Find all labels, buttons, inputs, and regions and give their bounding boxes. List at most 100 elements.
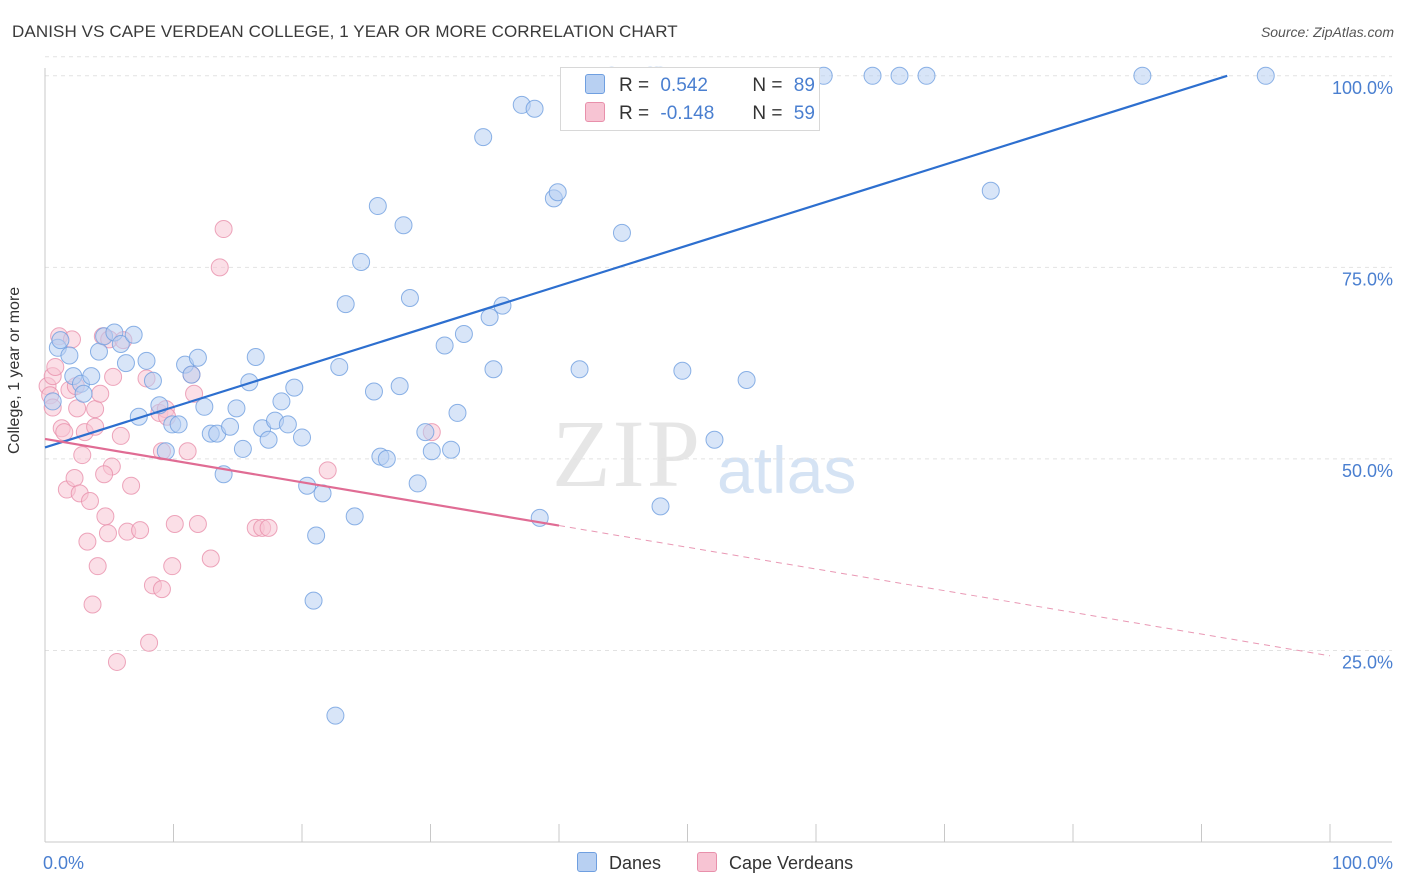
cape-point <box>165 515 184 534</box>
y-tick-label: 50.0% <box>1342 461 1393 481</box>
cape-point <box>140 633 159 652</box>
danes-swatch <box>585 74 605 94</box>
danes-point <box>368 197 387 216</box>
danes-point <box>390 377 409 396</box>
cape-point <box>122 476 141 495</box>
cape-point <box>88 557 107 576</box>
danes-n-label: N = <box>752 75 783 96</box>
danes-n-value: 89 <box>793 75 815 96</box>
cape-legend-swatch <box>697 852 717 872</box>
y-tick-label: 75.0% <box>1342 269 1393 289</box>
cape-point <box>55 423 74 442</box>
bottom-legend-danes: Danes <box>577 852 661 874</box>
cape-n-value: 59 <box>793 103 815 124</box>
danes-point <box>863 66 882 85</box>
danes-point <box>293 428 311 447</box>
danes-point <box>651 497 670 516</box>
cape-point <box>318 461 337 480</box>
x-tick-label: 100.0% <box>1332 853 1393 873</box>
danes-point <box>364 382 383 401</box>
chart-title: DANISH VS CAPE VERDEAN COLLEGE, 1 YEAR O… <box>12 22 678 41</box>
danes-point <box>336 295 355 314</box>
watermark-atlas: atlas <box>717 433 857 507</box>
cape-point <box>111 426 130 445</box>
danes-legend-swatch <box>577 852 597 872</box>
cape-point <box>104 367 123 386</box>
cape-point <box>73 446 92 465</box>
danes-point <box>60 346 79 365</box>
cape-point <box>259 518 278 537</box>
stats-legend: R = 0.542 N = 89 R = -0.148 N = 59 <box>560 67 820 131</box>
y-axis-label: College, 1 year or more <box>6 286 23 454</box>
cape-r-label: R = <box>619 103 650 124</box>
danes-point <box>89 342 108 361</box>
cape-point <box>95 465 114 484</box>
danes-point <box>129 407 148 426</box>
danes-point <box>51 331 70 350</box>
danes-point <box>182 365 201 384</box>
danes-point <box>377 449 396 468</box>
danes-point <box>416 423 435 442</box>
cape-point <box>201 549 220 568</box>
danes-point <box>448 403 467 422</box>
danes-point <box>1256 66 1275 85</box>
danes-point <box>233 439 252 458</box>
danes-point <box>330 357 349 376</box>
cape-r-value: -0.148 <box>660 103 715 124</box>
cape-point <box>78 532 97 551</box>
danes-point <box>525 99 544 118</box>
danes-point <box>454 325 473 344</box>
danes-trendline <box>44 74 1228 449</box>
danes-point <box>737 370 756 389</box>
danes-point <box>285 378 304 397</box>
cape-trendline <box>44 437 560 527</box>
legend-row-cape: R = -0.148 N = 59 <box>585 102 815 128</box>
danes-point <box>1133 66 1152 85</box>
cape-point <box>210 258 229 277</box>
cape-n-label: N = <box>752 103 783 124</box>
danes-point <box>890 66 909 85</box>
danes-point <box>298 476 317 495</box>
cape-point <box>188 515 207 534</box>
danes-point <box>143 371 162 390</box>
cape-point <box>214 220 233 239</box>
danes-point <box>345 507 364 526</box>
danes-point <box>570 360 589 379</box>
source-label: Source: ZipAtlas.com <box>1260 24 1394 40</box>
cape-point <box>65 469 84 488</box>
danes-point <box>278 415 297 434</box>
danes-point <box>169 415 188 434</box>
danes-point <box>74 384 93 403</box>
danes-point <box>227 399 246 418</box>
danes-point <box>422 442 441 461</box>
danes-r-value: 0.542 <box>660 75 708 96</box>
danes-point <box>352 252 371 271</box>
danes-point <box>307 526 326 545</box>
danes-point <box>484 360 503 379</box>
cape-point <box>83 595 102 614</box>
danes-legend-label: Danes <box>609 853 662 873</box>
danes-point <box>221 417 240 436</box>
cape-point <box>185 384 204 403</box>
cape-point <box>152 580 171 599</box>
danes-point <box>400 288 419 307</box>
danes-point <box>111 334 130 353</box>
danes-point <box>917 66 936 85</box>
danes-point <box>673 361 692 380</box>
danes-point <box>43 392 62 411</box>
danes-point <box>981 181 1000 200</box>
danes-point <box>474 128 493 147</box>
cape-point <box>163 557 182 576</box>
bottom-legend-cape: Cape Verdeans <box>697 852 853 874</box>
cape-point <box>131 521 150 540</box>
cape-point <box>46 357 65 376</box>
cape-legend-label: Cape Verdeans <box>729 853 854 873</box>
cape-point <box>96 507 115 526</box>
cape-point <box>86 400 105 419</box>
y-tick-label: 100.0% <box>1332 78 1393 98</box>
danes-point <box>246 347 265 366</box>
danes-point <box>304 591 323 610</box>
cape-point <box>98 524 117 543</box>
y-tick-label: 25.0% <box>1342 652 1393 672</box>
